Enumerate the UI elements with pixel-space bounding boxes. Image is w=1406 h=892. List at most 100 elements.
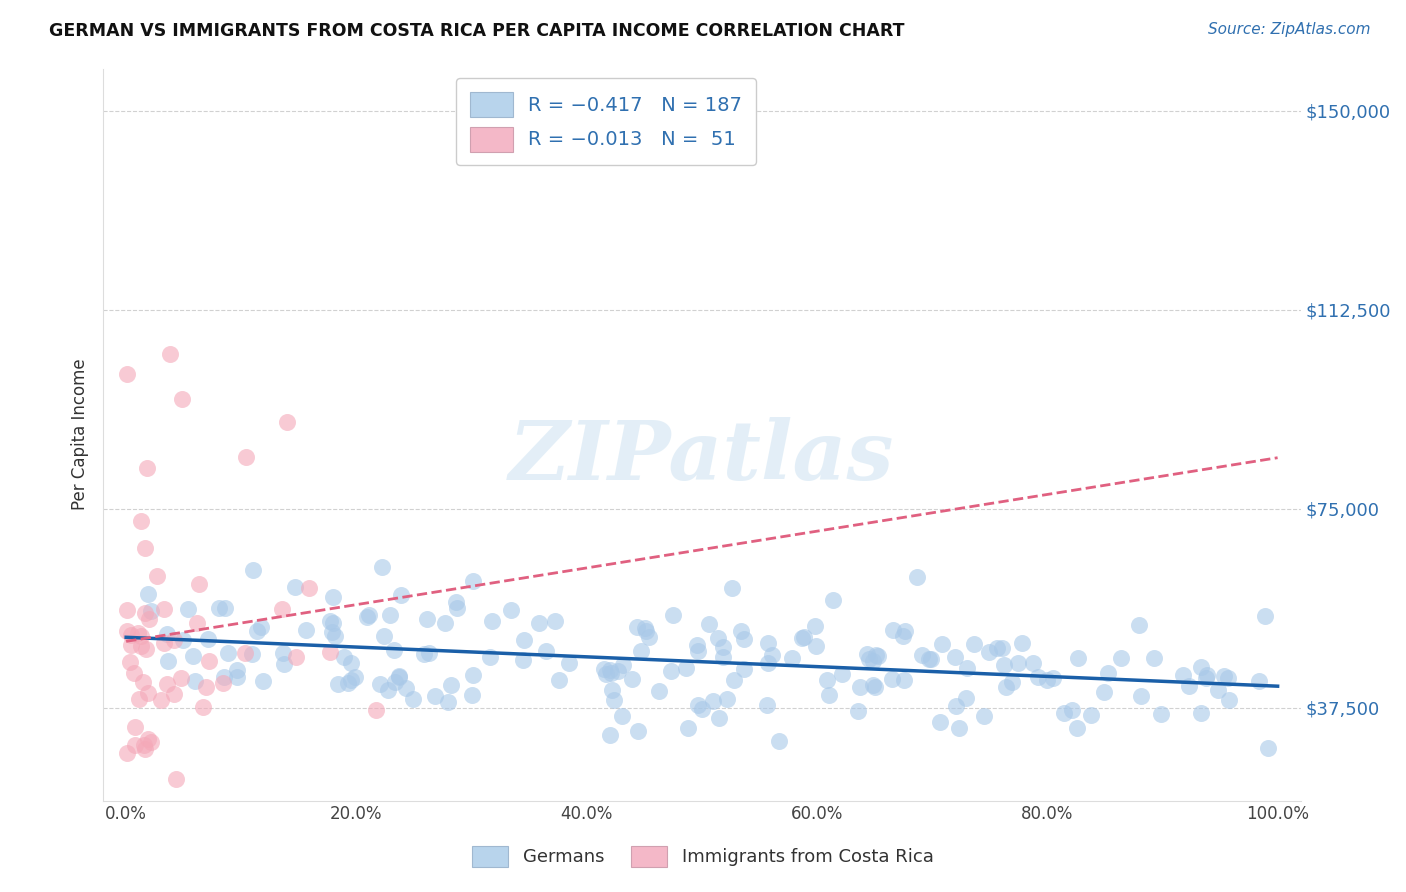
Point <box>610 709 633 723</box>
Point <box>1001 675 1024 690</box>
Point <box>298 581 321 595</box>
Point <box>240 647 263 661</box>
Point <box>756 656 779 670</box>
Point <box>461 574 484 589</box>
Point <box>423 689 446 703</box>
Point <box>599 728 621 742</box>
Point <box>880 672 903 686</box>
Point <box>557 656 579 670</box>
Point <box>163 687 186 701</box>
Point <box>544 615 567 629</box>
Point <box>412 648 434 662</box>
Point <box>756 698 779 713</box>
Point <box>384 674 406 689</box>
Point <box>440 678 463 692</box>
Point <box>181 649 204 664</box>
Point <box>135 461 157 475</box>
Point <box>527 616 550 631</box>
Point <box>1254 609 1277 624</box>
Point <box>648 684 671 698</box>
Point <box>1062 703 1084 717</box>
Point <box>893 624 915 638</box>
Point <box>152 636 174 650</box>
Point <box>831 666 853 681</box>
Point <box>534 644 557 658</box>
Point <box>963 637 986 651</box>
Point <box>295 623 318 637</box>
Point <box>945 699 967 714</box>
Point <box>1007 657 1029 671</box>
Point <box>285 650 308 665</box>
Point <box>793 630 815 644</box>
Point <box>593 662 616 676</box>
Point <box>676 721 699 735</box>
Point <box>117 746 139 760</box>
Point <box>156 627 179 641</box>
Point <box>127 625 149 640</box>
Point <box>461 688 484 702</box>
Point <box>1066 722 1088 736</box>
Point <box>849 680 872 694</box>
Point <box>378 607 401 622</box>
Point <box>1021 656 1043 670</box>
Point <box>979 645 1001 659</box>
Point <box>599 665 621 680</box>
Point <box>340 673 363 687</box>
Point <box>1218 693 1240 707</box>
Point <box>595 667 617 681</box>
Text: ZIPatlas: ZIPatlas <box>509 417 894 497</box>
Point <box>709 711 731 725</box>
Point <box>139 735 162 749</box>
Point <box>806 639 828 653</box>
Point <box>630 643 652 657</box>
Point <box>134 742 156 756</box>
Point <box>1194 671 1216 685</box>
Point <box>120 628 142 642</box>
Point <box>818 688 841 702</box>
Point <box>862 678 884 692</box>
Point <box>156 677 179 691</box>
Point <box>1036 673 1059 687</box>
Point <box>319 614 342 628</box>
Point <box>124 738 146 752</box>
Point <box>136 731 159 746</box>
Point <box>117 603 139 617</box>
Point <box>626 620 648 634</box>
Legend: Germans, Immigrants from Costa Rica: Germans, Immigrants from Costa Rica <box>465 838 941 874</box>
Point <box>804 618 827 632</box>
Point <box>159 347 181 361</box>
Point <box>433 616 456 631</box>
Point <box>370 559 392 574</box>
Point <box>686 698 709 712</box>
Point <box>1011 636 1033 650</box>
Point <box>129 639 152 653</box>
Point <box>136 686 159 700</box>
Point <box>1042 671 1064 685</box>
Point <box>463 667 485 681</box>
Point <box>858 652 880 666</box>
Point <box>943 650 966 665</box>
Point <box>991 640 1014 655</box>
Point <box>986 641 1008 656</box>
Point <box>356 610 378 624</box>
Point <box>1080 708 1102 723</box>
Point <box>499 603 522 617</box>
Point <box>321 624 343 639</box>
Point <box>1249 673 1271 688</box>
Point <box>855 647 877 661</box>
Point <box>1189 659 1212 673</box>
Point <box>284 580 307 594</box>
Point <box>321 590 343 604</box>
Point <box>868 649 890 664</box>
Point <box>1206 683 1229 698</box>
Point <box>124 721 146 735</box>
Point <box>211 675 233 690</box>
Point <box>815 673 838 687</box>
Point <box>1197 668 1219 682</box>
Point <box>918 652 941 666</box>
Point <box>124 665 146 680</box>
Point <box>117 624 139 638</box>
Point <box>129 514 152 528</box>
Point <box>165 772 187 787</box>
Point <box>636 624 658 638</box>
